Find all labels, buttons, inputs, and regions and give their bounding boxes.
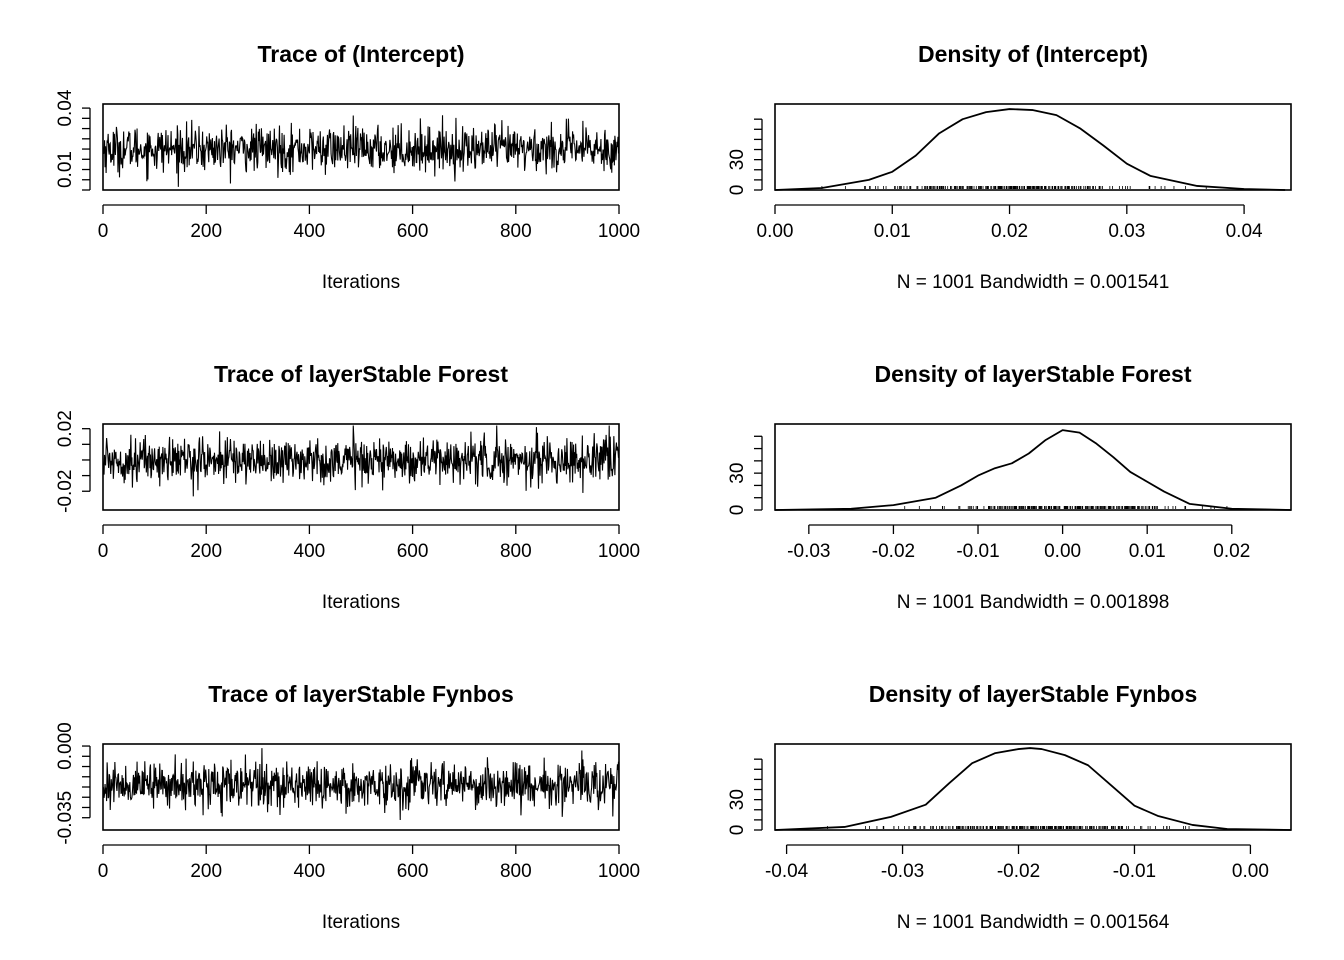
x-tick-label: 800 [500, 861, 532, 882]
x-tick-label: 0 [98, 221, 109, 242]
x-tick-label: -0.02 [872, 541, 915, 562]
x-tick-label: 0.01 [874, 221, 911, 242]
x-tick-label: 800 [500, 221, 532, 242]
y-axis: 0 30 [727, 758, 763, 836]
y-tick-label: 0 [727, 185, 748, 196]
y-axis: -0.02 0.02 [55, 410, 91, 513]
panel-4: Density of layerStable Forest N = 1001 Ba… [727, 361, 1292, 613]
x-axis: 0.00 0.01 0.02 0.03 0.04 [757, 204, 1263, 242]
x-axis: -0.03 -0.02 -0.01 0.00 0.01 0.02 [787, 524, 1250, 562]
y-tick-label: -0.02 [55, 470, 76, 513]
x-tick-label: 0.00 [1232, 861, 1269, 882]
y-axis: 0 30 [727, 118, 763, 196]
x-axis-label: N = 1001 Bandwidth = 0.001564 [897, 912, 1170, 933]
panel-6: Density of layerStable Fynbos N = 1001 Ba… [727, 681, 1292, 933]
x-axis-label: N = 1001 Bandwidth = 0.001898 [897, 592, 1170, 613]
panel-3: Trace of layerStable Forest Iterations 0 20… [55, 361, 640, 613]
y-axis: -0.035 0.000 [55, 722, 91, 845]
x-tick-label: 800 [500, 541, 532, 562]
y-axis: 0 30 [727, 435, 763, 516]
x-tick-label: 0 [98, 861, 109, 882]
density-curve [774, 108, 1286, 191]
x-axis: -0.04 -0.03 -0.02 -0.01 0.00 [765, 844, 1269, 882]
x-tick-label: 0.04 [1226, 221, 1263, 242]
x-tick-label: 400 [294, 221, 326, 242]
y-axis: 0.01 0.04 [55, 89, 91, 191]
plot-frame [102, 743, 620, 831]
panel-title: Density of layerStable Fynbos [869, 681, 1197, 707]
x-tick-label: 600 [397, 541, 429, 562]
x-axis-label: Iterations [322, 592, 400, 613]
x-tick-label: 0.00 [757, 221, 794, 242]
x-tick-label: 400 [294, 861, 326, 882]
x-axis: 0 200 400 600 800 1000 [98, 844, 640, 882]
x-tick-label: -0.04 [765, 861, 809, 882]
trace-series-line [102, 748, 620, 821]
x-tick-label: 0 [98, 541, 109, 562]
panel-title: Trace of layerStable Forest [214, 361, 508, 387]
density-curve [774, 747, 1292, 831]
plot-frame [774, 743, 1292, 831]
panel-title: Density of (Intercept) [918, 41, 1148, 67]
rug-marks [904, 506, 1228, 509]
x-tick-label: 600 [397, 221, 429, 242]
panel-title: Trace of (Intercept) [257, 41, 464, 67]
x-tick-label: 1000 [598, 221, 640, 242]
plot-frame [774, 423, 1292, 511]
panel-title: Density of layerStable Forest [875, 361, 1192, 387]
y-tick-label: 0.01 [55, 151, 76, 188]
y-tick-label: 30 [727, 789, 748, 810]
rug-marks [821, 186, 1207, 189]
y-tick-label: 30 [727, 463, 748, 484]
x-axis: 0 200 400 600 800 1000 [98, 204, 640, 242]
trace-series-line [102, 425, 620, 497]
rug-marks [827, 826, 1190, 829]
panel-1: Trace of (Intercept) Iterations 0 200 400 600… [55, 41, 640, 293]
x-tick-label: 0.02 [1213, 541, 1250, 562]
x-tick-label: 0.02 [991, 221, 1028, 242]
x-axis-label: Iterations [322, 912, 400, 933]
x-tick-label: -0.03 [881, 861, 924, 882]
x-tick-label: 200 [190, 221, 222, 242]
panel-2: Density of (Intercept) N = 1001 Bandwidth… [727, 41, 1292, 293]
y-tick-label: 0 [727, 825, 748, 836]
x-tick-label: 0.00 [1044, 541, 1081, 562]
x-axis: 0 200 400 600 800 1000 [98, 524, 640, 562]
y-tick-label: 0.02 [55, 410, 76, 447]
panel-5: Trace of layerStable Fynbos Iterations 0 20… [55, 681, 640, 933]
y-tick-label: -0.035 [55, 791, 76, 845]
y-tick-label: 0.000 [55, 722, 76, 770]
x-tick-label: 0.01 [1129, 541, 1166, 562]
trace-series-line [102, 115, 620, 187]
x-tick-label: 1000 [598, 861, 640, 882]
panel-title: Trace of layerStable Fynbos [208, 681, 514, 707]
y-tick-label: 30 [727, 149, 748, 170]
x-tick-label: -0.01 [1113, 861, 1156, 882]
x-tick-label: 200 [190, 861, 222, 882]
y-tick-label: 0 [727, 505, 748, 516]
x-tick-label: 0.03 [1108, 221, 1145, 242]
x-tick-label: 200 [190, 541, 222, 562]
y-tick-label: 0.04 [55, 89, 76, 126]
x-tick-label: 400 [294, 541, 326, 562]
plot-frame [774, 103, 1292, 191]
x-axis-label: Iterations [322, 272, 400, 293]
x-tick-label: -0.03 [787, 541, 830, 562]
x-tick-label: -0.02 [997, 861, 1040, 882]
density-curve [774, 429, 1292, 511]
x-axis-label: N = 1001 Bandwidth = 0.001541 [897, 272, 1170, 293]
x-tick-label: 1000 [598, 541, 640, 562]
x-tick-label: 600 [397, 861, 429, 882]
x-tick-label: -0.01 [956, 541, 999, 562]
